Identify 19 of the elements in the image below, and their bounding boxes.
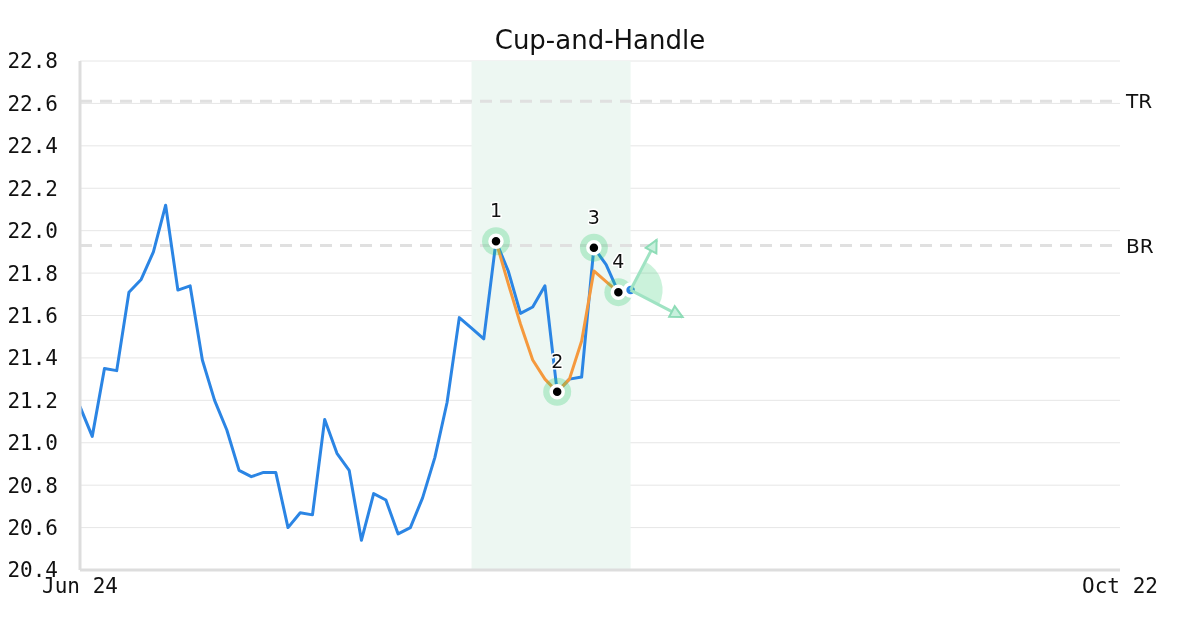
y-tick-label: 22.0	[7, 219, 58, 244]
y-tick-label: 21.2	[7, 388, 58, 413]
annotation: 3	[587, 205, 600, 228]
y-tick-label: 21.8	[7, 261, 58, 286]
y-tick-label: 22.8	[7, 49, 58, 74]
y-tick-label: 21.6	[7, 303, 58, 328]
chart-title: Cup-and-Handle	[493, 24, 707, 56]
y-tick-label: 21.0	[7, 431, 58, 456]
ref-line-label: BR	[1126, 233, 1154, 258]
y-tick-label: 20.8	[7, 473, 58, 498]
y-tick-label: 21.4	[7, 346, 58, 371]
y-tick-label: 22.4	[7, 134, 58, 159]
annotation: 1	[489, 199, 503, 222]
y-tick-label: 22.6	[7, 91, 58, 116]
ref-line-label: TR	[1125, 89, 1153, 114]
annotation: 4	[612, 250, 625, 273]
y-tick-label: 20.6	[7, 516, 58, 541]
x-tick-label: Oct 22	[1082, 573, 1158, 598]
y-tick-label: 22.2	[7, 176, 58, 201]
